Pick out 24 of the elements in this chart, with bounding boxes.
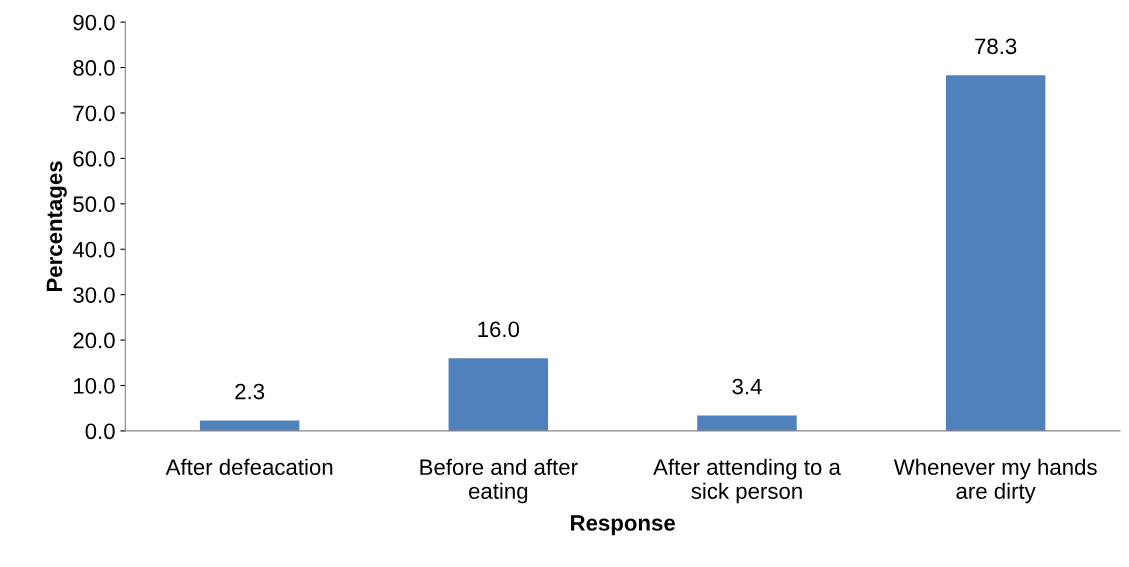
y-tick-label: 20.0	[73, 332, 115, 349]
x-tick-label: After attending to a sick person	[653, 458, 841, 504]
y-tick-label: 70.0	[73, 105, 115, 122]
y-tick-label: 40.0	[72, 241, 115, 258]
data-label: 16.0	[478, 321, 520, 338]
x-tick-label: After defeacation	[165, 458, 333, 476]
y-tick-label: 60.0	[73, 150, 115, 167]
bar	[199, 420, 300, 431]
x-tick-label: Before and after eating	[420, 458, 578, 504]
y-tick-label: 90.0	[73, 14, 115, 31]
y-axis-title: Percentages	[46, 161, 67, 292]
y-tick-label: 30.0	[73, 287, 115, 303]
y-tick-label: 80.0	[73, 60, 115, 76]
bar	[448, 358, 549, 431]
bar	[945, 75, 1046, 431]
x-tick-label: Whenever my hands are dirty	[893, 458, 1097, 504]
x-axis-title: Response	[571, 515, 675, 536]
y-tick-label: 0.0	[85, 423, 115, 440]
data-label: 3.4	[732, 378, 762, 395]
y-tick-label: 10.0	[74, 378, 115, 394]
bar	[697, 415, 797, 431]
y-tick-label: 50.0	[73, 196, 115, 213]
data-label: 2.3	[235, 383, 265, 400]
data-label: 78.3	[975, 38, 1017, 55]
